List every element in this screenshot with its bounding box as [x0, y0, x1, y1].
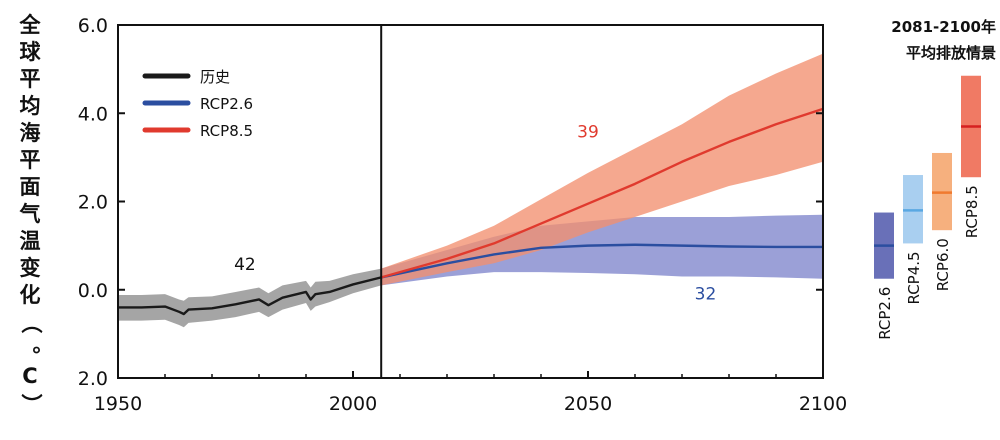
series-lines	[118, 107, 824, 316]
y-axis-label-char: 变	[20, 256, 41, 280]
y-axis-label-char: 球	[20, 40, 42, 64]
y-axis-label-char: C	[22, 364, 37, 388]
y-axis-label-char: 温	[20, 229, 41, 253]
y-axis-label-char: 化	[20, 283, 41, 307]
y-axis-label-char: 平	[20, 148, 41, 172]
y-axis-label-char: 海	[20, 121, 41, 145]
legend-label: RCP2.6	[200, 95, 253, 113]
y-tick-label: 6.0	[78, 15, 108, 37]
y-axis-label-char: 面	[20, 175, 41, 199]
legend-label: RCP8.5	[200, 122, 253, 140]
side-bar-label: RCP8.5	[963, 185, 981, 238]
side-bar-label: RCP4.5	[905, 251, 923, 304]
y-axis-label-char: °	[19, 345, 43, 356]
x-tick-label: 2050	[564, 393, 612, 415]
x-tick-label: 2000	[329, 393, 377, 415]
side-bar-label: RCP2.6	[876, 287, 894, 340]
y-tick-label: 2.0	[78, 192, 108, 214]
axis-ticks: 6.0 4.0 2.0 0.0 2.0 1950 2000 2050 2100	[78, 15, 847, 415]
model-count-label: 39	[577, 123, 599, 143]
y-axis-label-char: 气	[19, 202, 41, 226]
y-axis-label-char: ）	[19, 394, 43, 415]
side-bar-label: RCP6.0	[934, 238, 952, 291]
uncertainty-band	[118, 268, 382, 328]
x-tick-label: 1950	[94, 393, 142, 415]
uncertainty-band	[381, 53, 823, 286]
model-count-label: 32	[695, 284, 717, 304]
model-count-labels: 42 32 39	[234, 123, 716, 305]
y-axis-label-char: 全	[19, 13, 42, 37]
y-axis-label-char: （	[19, 313, 43, 334]
y-tick-label: 4.0	[78, 103, 108, 125]
side-panel-title: 2081-2100年	[891, 18, 996, 36]
series-line	[380, 107, 824, 279]
y-axis-label-char: 均	[20, 94, 41, 118]
legend: 历史 RCP2.6 RCP8.5	[142, 68, 253, 140]
y-tick-label: 0.0	[78, 280, 108, 302]
legend-label: 历史	[200, 68, 230, 86]
series-line	[118, 276, 382, 316]
model-count-label: 42	[234, 255, 256, 275]
x-tick-label: 2100	[799, 393, 847, 415]
y-tick-label: 2.0	[78, 368, 108, 390]
y-axis-label-char: 平	[20, 67, 41, 91]
side-panel-title: 平均排放情景	[906, 44, 996, 62]
series-line	[380, 243, 823, 279]
uncertainty-band	[381, 214, 823, 286]
